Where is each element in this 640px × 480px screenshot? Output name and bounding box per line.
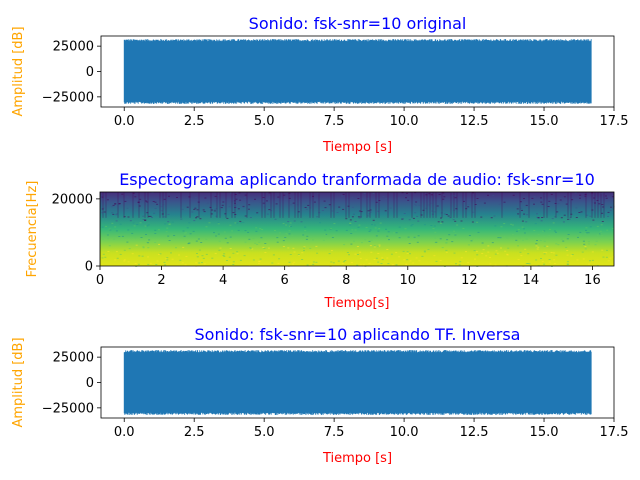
- x-tick-label: 7.5: [324, 114, 345, 129]
- x-tick-label: 2.5: [184, 425, 205, 440]
- x-tick-label: 0: [96, 273, 104, 288]
- x-tick-label: 0.0: [114, 114, 135, 129]
- x-tick-label: 2.5: [184, 114, 205, 129]
- y-tick-label: −25000: [42, 401, 94, 416]
- x-tick-label: 7.5: [324, 425, 345, 440]
- y-axis-label: Amplitud [dB]: [11, 337, 26, 427]
- plot-frame: [99, 191, 615, 267]
- x-tick-label: 2: [157, 273, 165, 288]
- y-tick-label: −25000: [42, 90, 94, 105]
- waveform-series: [123, 39, 592, 104]
- y-tick-label: 20000: [52, 192, 93, 207]
- chart-panel-inverse-audio: 0.0 2.5 5.0 7.5 10.0 12.5 15.0 17.5 25000 0 −25000…: [11, 325, 628, 466]
- waveform-series: [123, 350, 592, 415]
- x-tick-label: 4: [219, 273, 227, 288]
- x-tick-label: 5.0: [254, 425, 275, 440]
- chart-panel-original-audio: 0.0 2.5 5.0 7.5 10.0 12.5 15.0 17.5 25000 0 −25000…: [11, 14, 628, 155]
- chart-panel-spectrogram: 0 2 4 6 8 10 12 14 16 20000 0 Espectograma aplicand…: [25, 170, 615, 311]
- chart-title: Sonido: fsk-snr=10 aplicando TF. Inversa: [195, 325, 521, 344]
- x-tick-label: 17.5: [600, 425, 629, 440]
- x-axis-label: Tiempo [s]: [322, 140, 392, 155]
- y-tick-label: 25000: [53, 351, 94, 366]
- y-axis-label: Amplitud [dB]: [11, 26, 26, 116]
- x-tick-label: 6: [281, 273, 289, 288]
- x-tick-label: 12.5: [460, 425, 489, 440]
- x-tick-label: 17.5: [600, 114, 629, 129]
- x-axis-label: Tiempo[s]: [324, 296, 390, 311]
- x-tick-label: 12: [461, 273, 478, 288]
- y-tick-label: 0: [86, 65, 94, 80]
- y-tick-label: 0: [86, 376, 94, 391]
- x-tick-label: 15.0: [530, 425, 559, 440]
- spectrogram-texture: [101, 192, 615, 267]
- x-tick-label: 5.0: [254, 114, 275, 129]
- x-tick-label: 12.5: [460, 114, 489, 129]
- x-tick-label: 10.0: [390, 114, 419, 129]
- y-tick-label: 25000: [53, 40, 94, 55]
- x-tick-label: 0.0: [114, 425, 135, 440]
- y-axis-label: Frecuencia[Hz]: [25, 181, 40, 278]
- spectrogram-streaks: [102, 192, 605, 218]
- x-tick-label: 15.0: [530, 114, 559, 129]
- x-tick-label: 10.0: [390, 425, 419, 440]
- x-tick-label: 16: [584, 273, 601, 288]
- x-tick-label: 8: [342, 273, 350, 288]
- x-axis-label: Tiempo [s]: [322, 451, 392, 466]
- chart-title: Sonido: fsk-snr=10 original: [249, 14, 467, 33]
- x-tick-label: 14: [523, 273, 540, 288]
- y-tick-label: 0: [85, 260, 93, 275]
- chart-title: Espectograma aplicando tranformada de au…: [119, 170, 595, 189]
- x-tick-label: 10: [400, 273, 417, 288]
